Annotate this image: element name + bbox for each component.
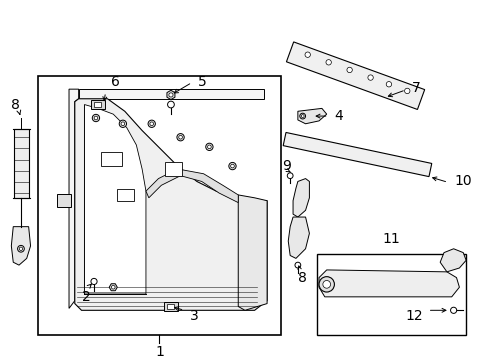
Circle shape xyxy=(299,113,305,119)
Circle shape xyxy=(230,164,234,168)
Circle shape xyxy=(322,280,330,288)
Bar xyxy=(117,189,134,201)
Bar xyxy=(38,76,280,335)
Polygon shape xyxy=(318,270,458,297)
Polygon shape xyxy=(145,169,238,203)
Polygon shape xyxy=(292,179,309,217)
Text: 9: 9 xyxy=(281,159,290,173)
Circle shape xyxy=(207,145,211,149)
Circle shape xyxy=(148,120,155,127)
Polygon shape xyxy=(84,104,145,294)
Text: 8: 8 xyxy=(298,271,306,285)
Circle shape xyxy=(168,93,173,97)
Circle shape xyxy=(318,276,334,292)
Bar xyxy=(165,162,182,176)
Polygon shape xyxy=(287,217,309,258)
Circle shape xyxy=(367,75,372,80)
Text: 10: 10 xyxy=(453,175,470,188)
Bar xyxy=(90,100,105,109)
Circle shape xyxy=(94,116,98,120)
Text: 1: 1 xyxy=(155,345,163,359)
Circle shape xyxy=(301,114,304,117)
Polygon shape xyxy=(238,195,266,310)
Polygon shape xyxy=(166,90,175,99)
Circle shape xyxy=(346,67,351,73)
Text: 4: 4 xyxy=(334,109,343,123)
Polygon shape xyxy=(283,132,431,177)
Circle shape xyxy=(18,246,24,252)
Circle shape xyxy=(167,101,174,108)
Text: 3: 3 xyxy=(190,309,199,323)
Text: 12: 12 xyxy=(405,309,422,323)
Text: 5: 5 xyxy=(198,76,206,89)
Circle shape xyxy=(91,278,97,284)
Circle shape xyxy=(111,285,115,289)
Polygon shape xyxy=(75,99,266,310)
Text: 11: 11 xyxy=(382,232,400,246)
Text: 7: 7 xyxy=(411,81,420,95)
Circle shape xyxy=(404,88,409,94)
Circle shape xyxy=(325,60,331,65)
Bar xyxy=(14,129,29,198)
Circle shape xyxy=(305,52,310,57)
Polygon shape xyxy=(69,89,79,309)
Polygon shape xyxy=(439,249,465,272)
Circle shape xyxy=(294,262,300,268)
Polygon shape xyxy=(297,108,326,124)
Bar xyxy=(58,194,71,207)
Polygon shape xyxy=(79,89,264,99)
Circle shape xyxy=(228,162,236,170)
Text: 8: 8 xyxy=(11,98,20,112)
Circle shape xyxy=(150,122,153,126)
Circle shape xyxy=(449,307,456,314)
Bar xyxy=(167,305,174,309)
Circle shape xyxy=(287,173,292,179)
Polygon shape xyxy=(109,284,117,291)
Circle shape xyxy=(177,134,184,141)
Circle shape xyxy=(19,247,22,251)
Bar xyxy=(101,152,122,166)
Circle shape xyxy=(205,143,213,150)
Bar xyxy=(316,253,465,335)
Text: 2: 2 xyxy=(82,290,90,304)
Circle shape xyxy=(121,122,124,126)
Bar xyxy=(163,302,178,311)
Polygon shape xyxy=(286,42,424,109)
Circle shape xyxy=(179,135,182,139)
Polygon shape xyxy=(11,227,30,265)
Circle shape xyxy=(386,82,391,87)
Circle shape xyxy=(92,114,100,122)
Circle shape xyxy=(119,120,126,127)
Bar xyxy=(94,102,102,107)
Text: 6: 6 xyxy=(111,76,120,89)
